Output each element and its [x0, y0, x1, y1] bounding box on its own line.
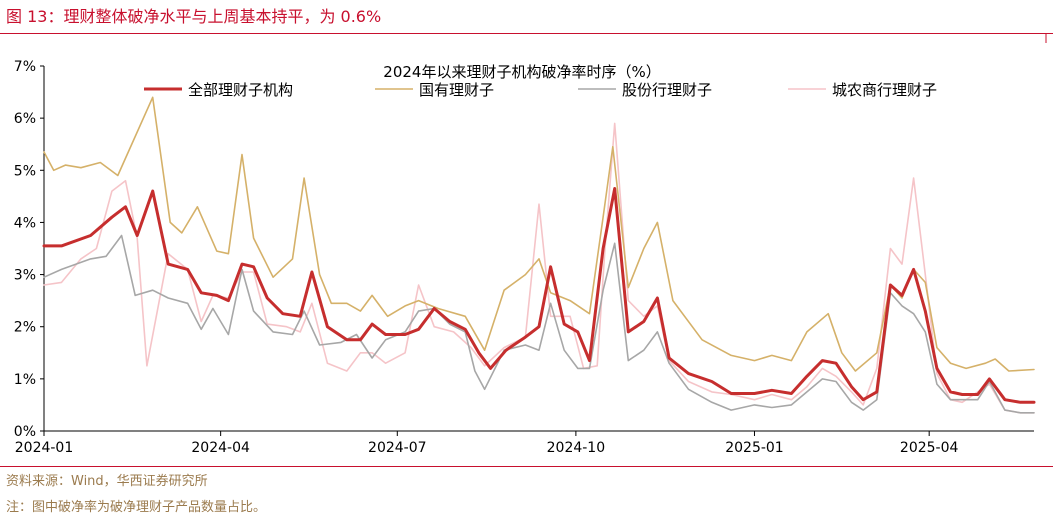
y-tick-label: 0% [14, 424, 36, 440]
legend-label-1: 国有理财子 [419, 81, 494, 99]
figure-title: 图 13：理财整体破净水平与上周基本持平，为 0.6% [6, 7, 382, 26]
series-line-0 [42, 187, 1036, 404]
x-tick-label: 2024-10 [547, 440, 606, 456]
x-tick-label: 2024-01 [15, 440, 74, 456]
plot-area: 0% 1% 2% 3% 4% 5% 6% 7% 2024-01 2024-04 2024-07 202… [14, 59, 1036, 456]
series-line-2 [43, 234, 1035, 414]
x-tick-label: 2025-01 [725, 440, 784, 456]
x-tick-label: 2024-04 [191, 440, 250, 456]
y-tick-label: 7% [14, 59, 36, 75]
chart-title: 2024年以来理财子机构破净率时序（%） [383, 63, 660, 81]
legend-label-3: 城农商行理财子 [832, 81, 937, 99]
x-tick-label: 2025-04 [900, 440, 959, 456]
legend: 全部理财子机构 国有理财子 股份行理财子 城农商行理财子 [144, 81, 937, 99]
y-tick-label: 5% [14, 163, 36, 179]
y-tick-label: 1% [14, 372, 36, 388]
legend-label-2: 股份行理财子 [622, 81, 712, 99]
y-tick-label: 2% [14, 320, 36, 336]
y-tick-label: 3% [14, 268, 36, 284]
legend-label-0: 全部理财子机构 [188, 81, 293, 99]
title-divider [0, 33, 1053, 34]
footnote: 注：图中破净率为破净理财子产品数量占比。 [6, 500, 267, 515]
footer-divider [0, 466, 1053, 467]
source-note: 资料来源：Wind，华西证券研究所 [6, 474, 208, 489]
x-tick-label: 2024-07 [368, 440, 427, 456]
y-tick-label: 4% [14, 215, 36, 231]
series-line-3 [43, 122, 1035, 414]
y-tick-label: 6% [14, 111, 36, 127]
